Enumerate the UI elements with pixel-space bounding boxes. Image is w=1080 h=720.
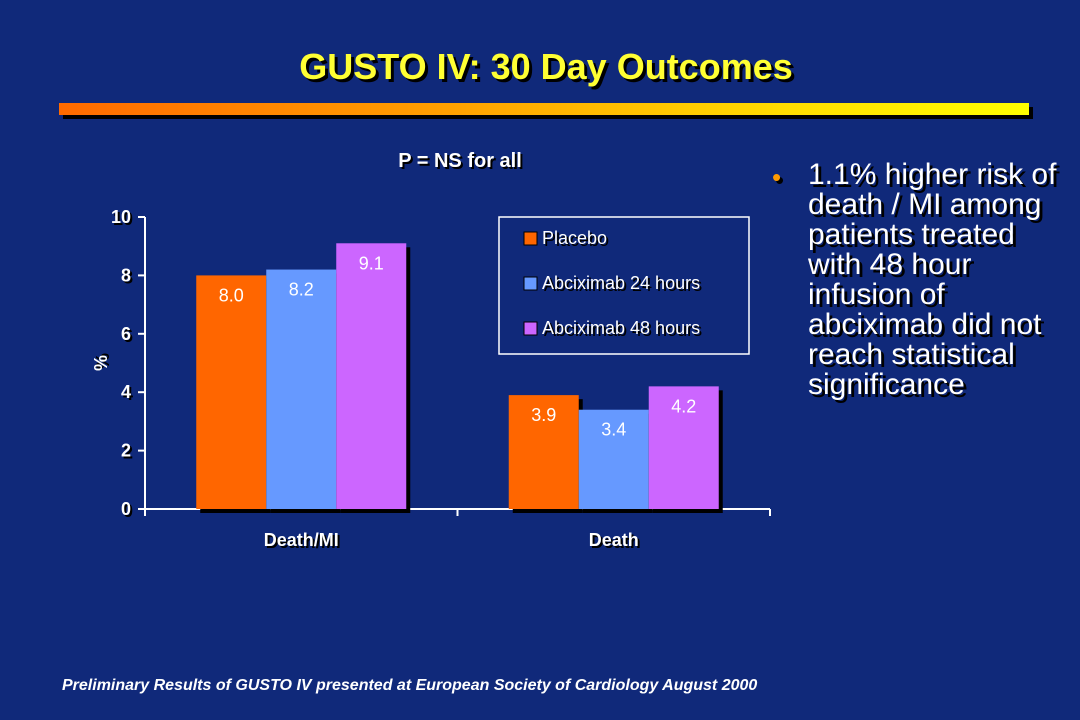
y-axis-label: % [91, 355, 111, 371]
legend-label-shadow: Abciximab 24 hours [544, 275, 702, 295]
y-tick-label-shadow: 6 [123, 326, 133, 346]
legend-swatch [523, 276, 538, 291]
y-tick-label: 8 [121, 265, 131, 285]
y-axis-label-shadow: % [93, 353, 113, 369]
bar-value-label: 8.2 [289, 280, 314, 300]
x-category-label-shadow: Death/MI [266, 532, 341, 552]
y-tick-label-shadow: 4 [123, 384, 133, 404]
legend-label: Placebo [542, 228, 607, 248]
legend-label-shadow: Abciximab 48 hours [544, 320, 702, 340]
y-tick-label-shadow: 0 [123, 501, 133, 521]
slide-title: GUSTO IV: 30 Day Outcomes [299, 46, 793, 87]
footnote: Preliminary Results of GUSTO IV presente… [62, 677, 758, 694]
bullet-text: 1.1% higher risk of death / MI among pat… [808, 158, 1057, 401]
x-category-label: Death [589, 530, 639, 550]
bullet-point: • 1.1% higher risk of death / MI among p… [772, 160, 1062, 400]
legend-swatch [523, 231, 538, 246]
legend-box [498, 216, 750, 355]
bar-1 [196, 275, 267, 509]
legend-swatch [523, 321, 538, 336]
y-tick-label: 4 [121, 382, 131, 402]
bar-value-label: 9.1 [359, 253, 384, 273]
bar-1 [508, 395, 579, 509]
y-tick-label: 6 [121, 324, 131, 344]
y-tick-label-shadow: 2 [123, 443, 133, 463]
y-tick-label: 2 [121, 441, 131, 461]
y-tick-label-shadow: 8 [123, 267, 133, 287]
y-axis-label-group: %% [91, 353, 113, 371]
legend-label: Abciximab 24 hours [542, 273, 700, 293]
x-category-label-shadow: Death [591, 532, 641, 552]
bar-3 [648, 386, 719, 509]
bullet-dot-icon: • [772, 162, 782, 192]
y-tick-label-shadow: 10 [113, 209, 133, 229]
bar-value-label: 3.4 [601, 420, 626, 440]
y-tick-label: 0 [121, 499, 131, 519]
title-rule [59, 103, 1029, 115]
bar-value-label: 3.9 [531, 405, 556, 425]
y-tick-label: 10 [111, 207, 131, 227]
bar-2 [266, 269, 337, 509]
bar-value-label: 4.2 [671, 396, 696, 416]
p-value-note: P = NS for all [398, 150, 522, 172]
bar-value-label: 8.0 [219, 285, 244, 305]
bar-2 [578, 409, 649, 509]
bar-3 [336, 243, 407, 509]
legend-label-shadow: Placebo [544, 230, 609, 250]
x-category-label: Death/MI [264, 530, 339, 550]
legend-label: Abciximab 48 hours [542, 318, 700, 338]
